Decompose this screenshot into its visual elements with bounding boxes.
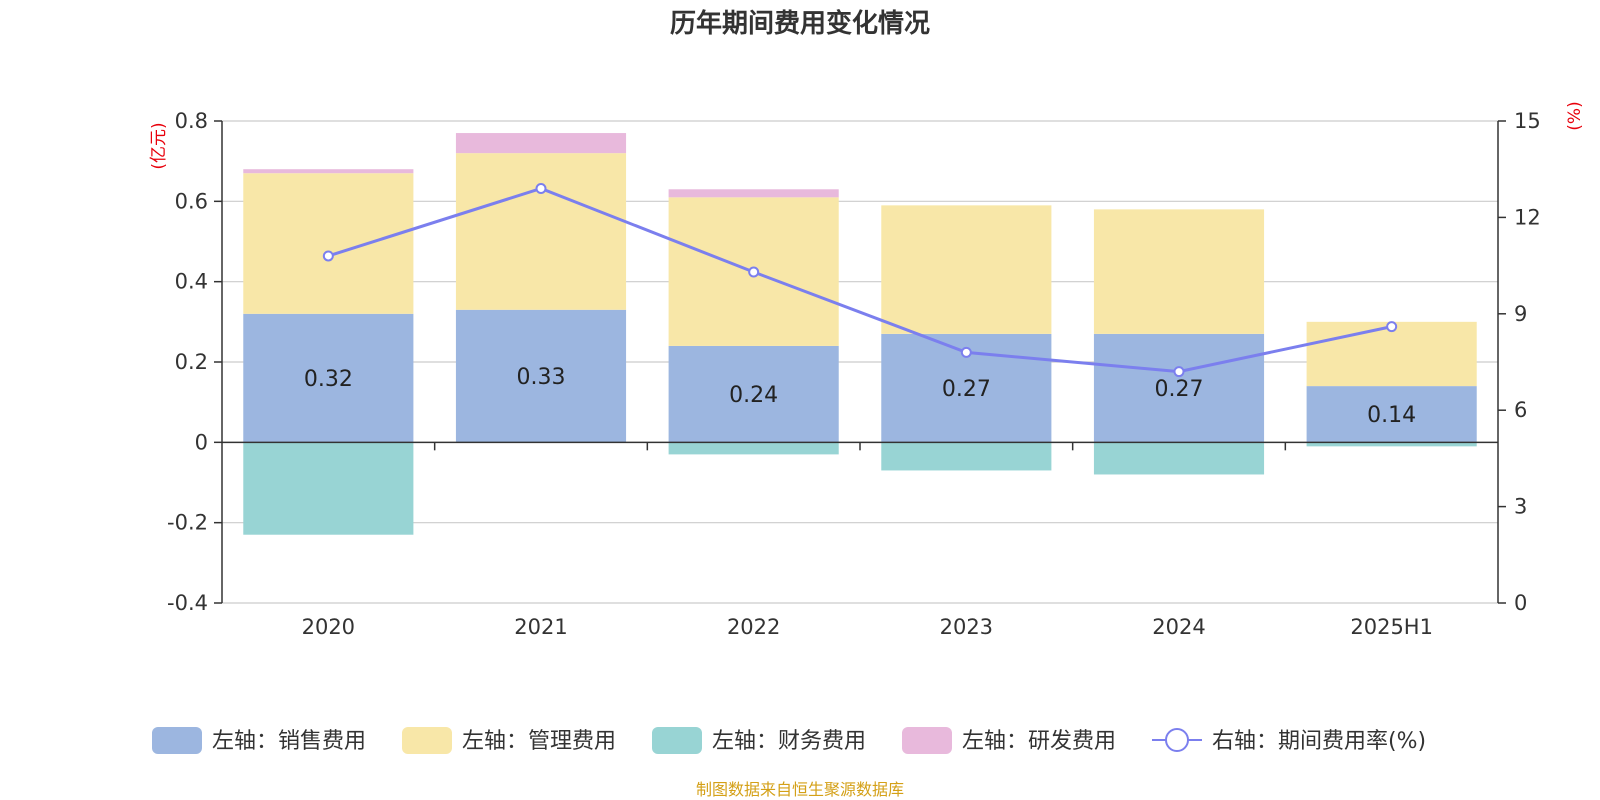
left-tick-label: 0.4 <box>175 270 208 294</box>
data-label: 0.32 <box>304 367 353 392</box>
bar-左轴：管理费用 <box>881 205 1052 334</box>
right-tick-label: 9 <box>1514 302 1527 326</box>
right-tick-label: 3 <box>1514 495 1527 519</box>
left-tick-label: -0.2 <box>167 511 208 535</box>
category-label: 2023 <box>940 615 993 639</box>
bar-左轴：管理费用 <box>455 153 627 310</box>
axes: -0.4 -0.2 0 0.2 0.4 0.6 0.8 0 3 6 9 12 15 2020 2021 202… <box>167 109 1541 639</box>
bar-左轴：销售费用 <box>1306 386 1477 443</box>
legend-swatch <box>652 727 702 754</box>
data-label: 0.27 <box>942 377 991 402</box>
bar-左轴：管理费用 <box>1306 321 1477 387</box>
bar-左轴：管理费用 <box>243 173 414 314</box>
bar-左轴：研发费用 <box>668 189 839 198</box>
rate-line-series <box>322 182 1398 378</box>
source-note: 制图数据来自恒生聚源数据库 <box>696 780 904 799</box>
legend-label: 左轴：财务费用 <box>712 729 866 754</box>
bar-左轴：财务费用 <box>1093 442 1265 475</box>
right-tick-label: 15 <box>1514 109 1541 133</box>
left-tick-label: 0.8 <box>175 109 208 133</box>
category-label: 2021 <box>514 615 567 639</box>
legend-swatch <box>902 727 952 754</box>
left-tick-label: -0.4 <box>167 591 208 615</box>
left-tick-label: 0 <box>195 430 208 454</box>
bar-左轴：财务费用 <box>243 442 414 535</box>
bar-左轴：财务费用 <box>881 442 1052 471</box>
bar-左轴：研发费用 <box>455 133 627 154</box>
category-label: 2025H1 <box>1350 615 1433 639</box>
right-tick-label: 0 <box>1514 591 1527 615</box>
bar-左轴：财务费用 <box>1306 442 1477 447</box>
rate-point <box>1173 366 1185 378</box>
bar-左轴：销售费用 <box>1093 333 1265 443</box>
bar-左轴：销售费用 <box>455 309 627 443</box>
data-label: 0.27 <box>1155 377 1204 402</box>
legend-label: 左轴：研发费用 <box>962 729 1116 754</box>
legend-swatch <box>402 727 452 754</box>
data-label: 0.24 <box>729 383 778 408</box>
data-labels: 0.32 0.33 0.24 0.27 0.27 0.14 <box>304 365 1416 428</box>
right-tick-label: 12 <box>1514 205 1541 229</box>
legend: 左轴：销售费用 左轴：管理费用 左轴：财务费用 左轴：研发费用 右轴：期间费用率(%) <box>152 727 1426 754</box>
rate-point <box>748 266 760 278</box>
legend-label: 右轴：期间费用率(%) <box>1212 729 1426 754</box>
category-label: 2024 <box>1152 615 1205 639</box>
left-axis-unit: (亿元) <box>149 122 169 169</box>
legend-label: 左轴：管理费用 <box>462 729 616 754</box>
data-label: 0.14 <box>1367 403 1416 428</box>
rate-line <box>327 186 1392 374</box>
chart-title: 历年期间费用变化情况 <box>670 8 930 39</box>
left-tick-label: 0.2 <box>175 350 208 374</box>
data-label: 0.33 <box>517 365 566 390</box>
category-label: 2020 <box>302 615 355 639</box>
bar-左轴：销售费用 <box>243 313 414 443</box>
bar-左轴：财务费用 <box>668 442 839 455</box>
left-tick-label: 0.6 <box>175 189 208 213</box>
legend-swatch <box>152 727 202 754</box>
legend-marker <box>1165 728 1189 752</box>
legend-label: 左轴：销售费用 <box>212 729 366 754</box>
right-axis-unit: (%) <box>1565 101 1585 130</box>
bar-左轴：销售费用 <box>668 345 839 443</box>
bar-左轴：研发费用 <box>243 169 414 174</box>
rate-point <box>1386 321 1398 333</box>
grid-lines <box>222 120 1498 604</box>
bar-左轴：管理费用 <box>1093 209 1265 334</box>
rate-point <box>960 346 972 358</box>
rate-point <box>322 250 334 262</box>
bar-series <box>243 133 1477 535</box>
rate-point <box>535 182 547 194</box>
right-tick-label: 6 <box>1514 398 1527 422</box>
category-label: 2022 <box>727 615 780 639</box>
